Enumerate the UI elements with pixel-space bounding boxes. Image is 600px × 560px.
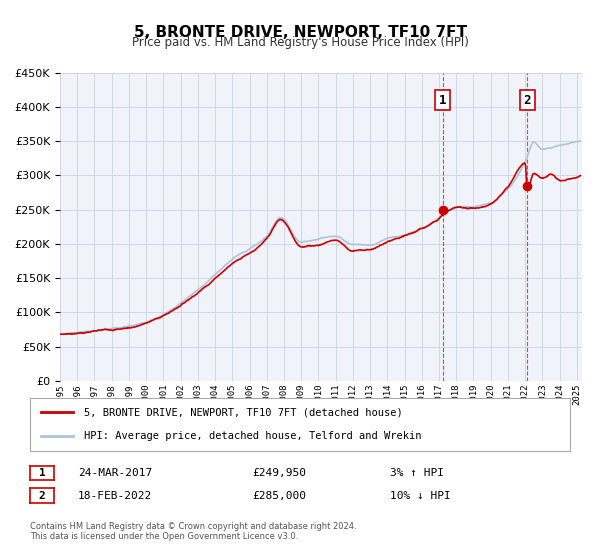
- Text: 3% ↑ HPI: 3% ↑ HPI: [390, 468, 444, 478]
- Text: 2: 2: [38, 491, 46, 501]
- Text: 2: 2: [524, 94, 531, 106]
- Text: HPI: Average price, detached house, Telford and Wrekin: HPI: Average price, detached house, Telf…: [84, 431, 421, 441]
- Text: 24-MAR-2017: 24-MAR-2017: [78, 468, 152, 478]
- Text: Price paid vs. HM Land Registry's House Price Index (HPI): Price paid vs. HM Land Registry's House …: [131, 36, 469, 49]
- Text: £285,000: £285,000: [252, 491, 306, 501]
- Text: 18-FEB-2022: 18-FEB-2022: [78, 491, 152, 501]
- Text: £249,950: £249,950: [252, 468, 306, 478]
- Text: 5, BRONTE DRIVE, NEWPORT, TF10 7FT: 5, BRONTE DRIVE, NEWPORT, TF10 7FT: [133, 25, 467, 40]
- Text: This data is licensed under the Open Government Licence v3.0.: This data is licensed under the Open Gov…: [30, 532, 298, 541]
- Text: 10% ↓ HPI: 10% ↓ HPI: [390, 491, 451, 501]
- Text: Contains HM Land Registry data © Crown copyright and database right 2024.: Contains HM Land Registry data © Crown c…: [30, 522, 356, 531]
- Text: 1: 1: [439, 94, 446, 106]
- Text: 5, BRONTE DRIVE, NEWPORT, TF10 7FT (detached house): 5, BRONTE DRIVE, NEWPORT, TF10 7FT (deta…: [84, 408, 403, 418]
- Text: 1: 1: [38, 468, 46, 478]
